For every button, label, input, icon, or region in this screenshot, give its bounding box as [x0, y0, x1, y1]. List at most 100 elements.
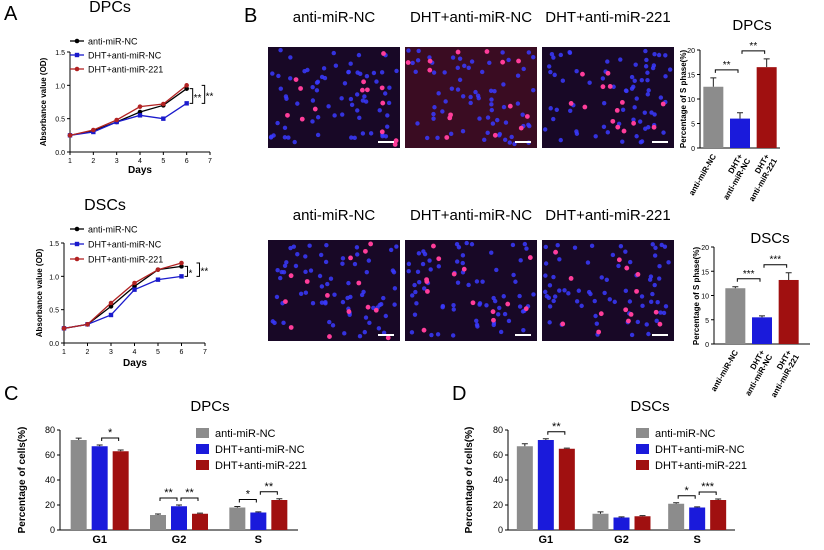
bar: [756, 67, 777, 148]
nucleus: [310, 84, 315, 90]
nucleus: [394, 68, 399, 74]
significance-label: *: [189, 268, 193, 279]
y-tick-label: 60: [45, 450, 55, 460]
legend-label: anti-miR-NC: [88, 225, 138, 235]
nucleus: [355, 252, 360, 257]
x-tick-label: G1: [538, 534, 553, 546]
nucleus: [618, 244, 624, 249]
significance-label: **: [194, 93, 202, 104]
bar: [703, 86, 724, 148]
nucleus: [307, 243, 312, 248]
nucleus: [415, 121, 420, 126]
error-bar: [710, 77, 717, 87]
nucleus: [511, 272, 516, 278]
y-tick-label: 1.5: [55, 50, 65, 57]
significance-bracket: [741, 50, 766, 54]
error-bar: [763, 58, 770, 68]
nucleus: [599, 275, 604, 280]
nucleus: [638, 139, 644, 145]
nucleus: [276, 73, 281, 79]
nucleus: [416, 251, 422, 256]
nucleus: [315, 132, 321, 138]
legend-label: anti-miR-NC: [215, 428, 276, 440]
nucleus: [543, 261, 549, 266]
nucleus: [551, 298, 556, 304]
nucleus: [568, 108, 573, 113]
nucleus: [431, 70, 437, 75]
y-tick-label: 20: [701, 245, 709, 252]
y-axis-label: Percentage of cells(%): [464, 427, 475, 534]
nucleus: [448, 131, 454, 137]
error-bar: [732, 286, 739, 289]
nucleus: [357, 333, 363, 339]
edu-cell: [624, 265, 630, 271]
nucleus: [466, 65, 471, 70]
nucleus: [413, 289, 418, 295]
nucleus: [348, 61, 353, 66]
bar: [516, 446, 533, 530]
nucleus: [592, 298, 597, 304]
x-tick-label: 6: [180, 349, 184, 356]
nucleus: [310, 301, 316, 306]
point: [179, 264, 184, 269]
nucleus: [632, 105, 637, 110]
y-axis-label: Absorbance value (OD): [35, 248, 44, 337]
legend-marker: [74, 66, 80, 72]
nucleus: [574, 68, 579, 74]
nucleus: [414, 301, 419, 306]
y-tick-label: 0.5: [49, 308, 59, 315]
nucleus: [610, 252, 616, 258]
x-tick-label: 2: [86, 349, 90, 356]
bar: [689, 507, 706, 530]
nucleus: [362, 329, 367, 335]
nucleus: [650, 242, 655, 247]
nucleus: [601, 100, 607, 106]
legend-label: DHT+anti-miR-NC: [655, 444, 745, 456]
significance-label: **: [552, 421, 561, 433]
y-tick-label: 0: [705, 342, 709, 349]
y-tick-label: 1.0: [55, 83, 65, 90]
error-bar: [96, 444, 103, 447]
x-tick-label: G1: [92, 534, 107, 546]
nucleus: [292, 139, 297, 145]
nucleus: [442, 70, 447, 75]
point: [137, 113, 143, 118]
nucleus: [383, 91, 388, 96]
nucleus: [302, 68, 307, 74]
edu-cell: [505, 301, 511, 307]
edu-cell: [447, 115, 453, 121]
edu-cell: [293, 77, 299, 83]
y-tick-label: 1.5: [49, 241, 59, 248]
nucleus: [657, 264, 662, 269]
nucleus: [325, 281, 330, 287]
nucleus: [412, 282, 417, 288]
y-axis-label: Absorbance value (OD): [39, 57, 48, 146]
nucleus: [410, 60, 415, 66]
y-tick-label: 20: [493, 500, 503, 510]
nucleus: [270, 71, 275, 76]
legend-label: DHT+anti-miR-NC: [88, 51, 162, 61]
bar: [592, 513, 609, 530]
point: [179, 260, 184, 266]
error-bar: [563, 447, 570, 449]
nucleus: [361, 289, 366, 295]
point: [61, 326, 67, 331]
significance-bracket: [677, 495, 696, 499]
bar: [91, 446, 108, 530]
error-bar: [542, 438, 549, 440]
nucleus: [649, 110, 654, 115]
edu-cell: [379, 85, 385, 91]
point: [108, 304, 114, 309]
nucleus: [456, 245, 462, 250]
nucleus: [662, 244, 668, 249]
nucleus: [275, 120, 280, 126]
nucleus: [392, 302, 397, 307]
edu-cell: [455, 49, 461, 55]
nucleus: [440, 303, 446, 309]
nucleus: [443, 99, 448, 104]
edu-cell: [312, 106, 318, 112]
edu-cell: [605, 70, 611, 76]
nucleus: [314, 88, 320, 93]
nucleus: [551, 274, 556, 280]
y-tick-label: 1.0: [49, 274, 59, 281]
